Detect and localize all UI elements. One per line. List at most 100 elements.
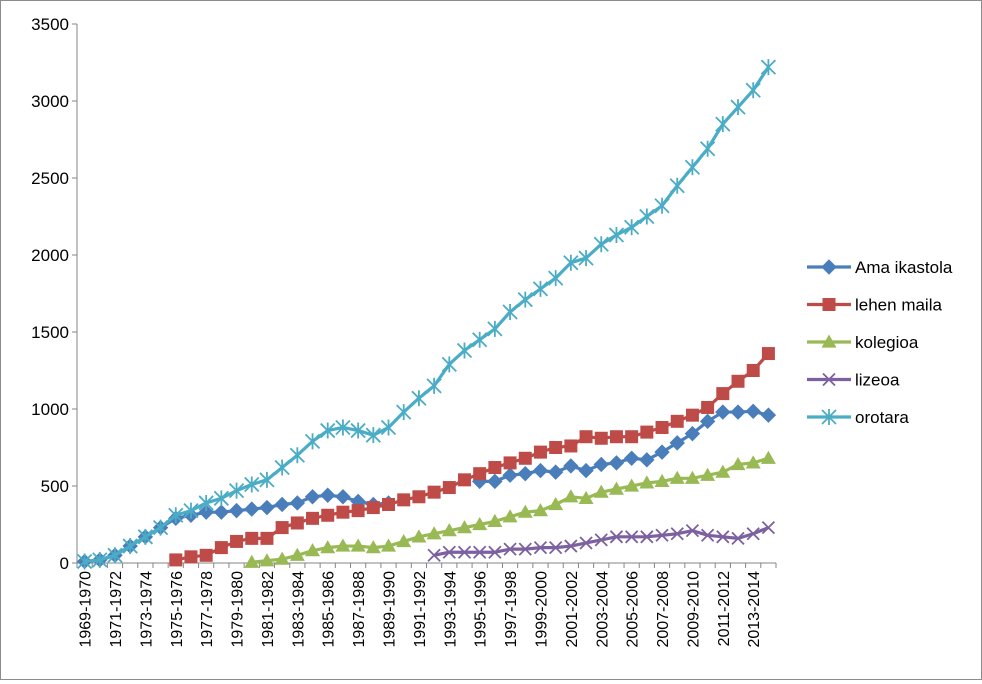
data-point	[640, 425, 654, 439]
data-point	[745, 403, 761, 420]
data-point	[639, 475, 655, 489]
data-point	[760, 59, 777, 76]
x-tick-label: 1971-1972	[108, 571, 125, 648]
data-point	[427, 485, 441, 499]
data-point	[304, 433, 321, 450]
x-tick-label: 2001-2002	[564, 571, 581, 648]
data-point	[533, 540, 548, 555]
data-point	[532, 280, 549, 297]
data-point	[730, 456, 746, 471]
data-point	[684, 470, 700, 484]
data-point	[594, 533, 608, 547]
data-point	[380, 419, 397, 436]
data-point	[669, 470, 685, 484]
data-point	[730, 404, 746, 420]
data-point	[654, 473, 670, 488]
data-point	[670, 414, 684, 428]
data-point	[625, 430, 639, 444]
data-point	[321, 508, 335, 522]
series-lehen-maila	[169, 347, 775, 567]
data-point	[578, 490, 594, 504]
data-point	[563, 254, 579, 271]
legend-marker	[821, 334, 837, 348]
data-point	[564, 539, 578, 553]
x-tick-label: 2009-2010	[685, 571, 702, 648]
data-point	[426, 377, 442, 394]
data-point	[670, 527, 684, 541]
series-line	[84, 66, 770, 564]
data-point	[700, 467, 716, 481]
data-point	[213, 504, 230, 520]
x-tick-label: 1977-1978	[199, 571, 216, 648]
data-point	[473, 467, 487, 481]
x-tick-label: 2007-2008	[655, 571, 672, 648]
data-point	[457, 545, 472, 559]
data-point	[563, 489, 579, 503]
data-point	[306, 511, 320, 525]
data-point	[715, 116, 731, 133]
data-point	[517, 291, 533, 308]
x-tick-label: 1975-1976	[169, 571, 186, 648]
data-point	[472, 331, 488, 348]
data-point	[335, 419, 351, 436]
x-tick-label: 2003-2004	[594, 571, 611, 648]
data-point	[609, 430, 623, 444]
data-point	[320, 540, 336, 554]
legend-label: Ama ikastola	[855, 258, 953, 277]
data-point	[290, 516, 304, 530]
data-point	[701, 400, 715, 414]
data-point	[716, 530, 730, 544]
x-tick-label: 1993-1994	[442, 571, 459, 648]
legend-marker	[821, 409, 837, 425]
data-point	[366, 501, 380, 515]
y-tick-label: 3000	[31, 92, 69, 111]
data-point	[503, 456, 517, 470]
x-tick-label: 1979-1980	[230, 571, 247, 648]
data-point	[760, 450, 776, 464]
y-tick-label: 1500	[31, 323, 69, 342]
data-point	[639, 452, 655, 468]
data-point	[382, 497, 396, 511]
data-point	[578, 462, 594, 479]
data-point	[699, 413, 716, 430]
data-point	[745, 82, 761, 99]
data-point	[289, 547, 305, 561]
data-point	[488, 461, 502, 475]
legend-marker	[822, 372, 836, 387]
data-point	[487, 473, 503, 490]
data-point	[397, 493, 411, 507]
series-lizeoa	[427, 520, 776, 562]
data-point	[442, 545, 456, 559]
data-point	[579, 536, 593, 550]
y-tick-label: 500	[41, 477, 69, 496]
data-point	[274, 551, 290, 565]
data-point	[183, 502, 199, 519]
data-point	[228, 482, 245, 499]
data-point	[654, 444, 670, 460]
data-point	[199, 548, 213, 562]
data-point	[304, 489, 321, 505]
series-orotara	[76, 59, 777, 570]
data-point	[593, 456, 609, 473]
data-point	[198, 494, 214, 511]
data-point	[260, 531, 274, 545]
data-point	[411, 390, 427, 407]
data-point	[350, 422, 366, 439]
data-point	[259, 499, 275, 516]
data-point	[441, 356, 457, 373]
data-point	[244, 554, 260, 568]
data-point	[473, 545, 487, 559]
data-point	[609, 530, 624, 544]
series-ama-ikastola	[76, 403, 777, 570]
data-point	[549, 540, 563, 555]
data-point	[640, 530, 654, 544]
data-point	[745, 455, 761, 469]
legend-item: orotara	[807, 408, 909, 427]
data-point	[350, 538, 366, 552]
data-point	[547, 464, 564, 480]
x-tick-label: 1995-1996	[473, 571, 490, 648]
data-point	[669, 177, 685, 194]
data-point	[351, 504, 365, 518]
